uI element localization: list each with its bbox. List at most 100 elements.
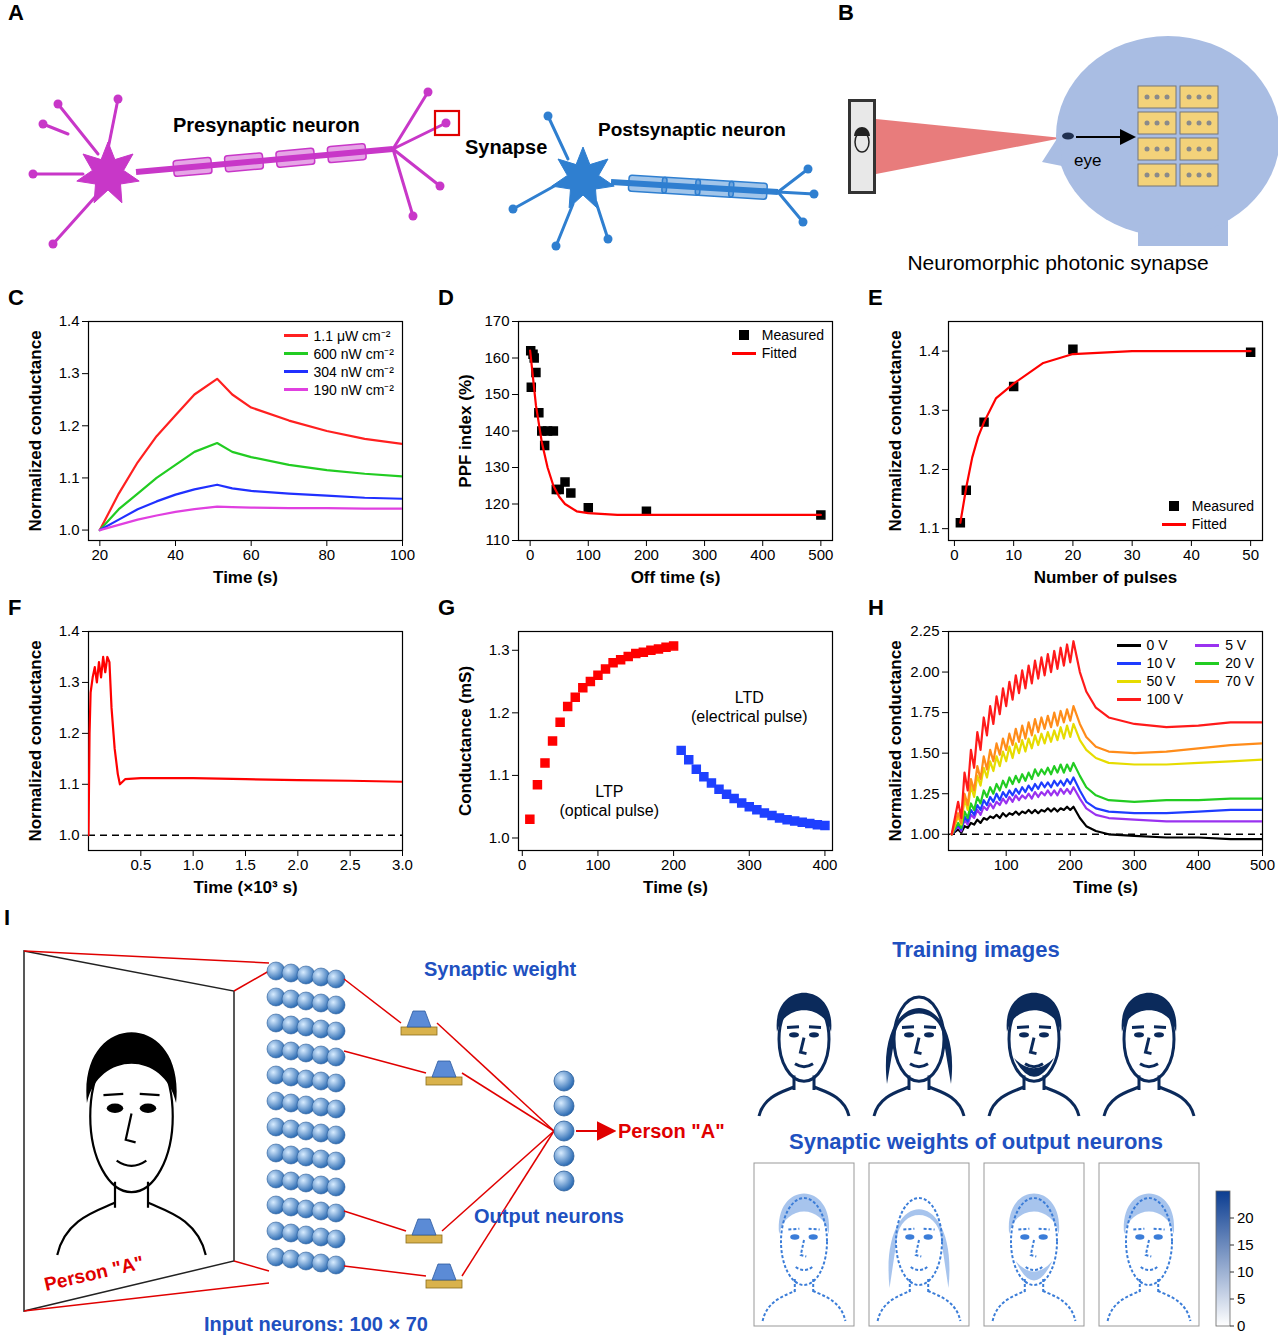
svg-text:Off time (s): Off time (s)	[631, 568, 721, 587]
svg-text:200: 200	[634, 546, 659, 563]
svg-text:80: 80	[318, 546, 335, 563]
svg-text:100: 100	[994, 856, 1019, 873]
svg-text:1.1: 1.1	[59, 469, 80, 486]
svg-text:Person "A": Person "A"	[618, 1120, 725, 1142]
svg-text:160: 160	[484, 349, 509, 366]
svg-text:1.1: 1.1	[59, 775, 80, 792]
svg-text:Time (×10³ s): Time (×10³ s)	[193, 878, 297, 897]
svg-text:1.50: 1.50	[910, 744, 939, 761]
svg-text:1.3: 1.3	[59, 364, 80, 381]
svg-text:1.1: 1.1	[919, 519, 940, 536]
html-text:304 nW cm⁻²: 304 nW cm⁻²	[313, 363, 394, 380]
svg-text:Normalized conductance: Normalized conductance	[26, 640, 45, 841]
svg-text:1.3: 1.3	[489, 641, 510, 658]
svg-text:0: 0	[526, 546, 534, 563]
svg-text:1.0: 1.0	[59, 521, 80, 538]
svg-text:140: 140	[484, 422, 509, 439]
svg-text:40: 40	[167, 546, 184, 563]
svg-text:400: 400	[750, 546, 775, 563]
svg-text:300: 300	[692, 546, 717, 563]
svg-text:Normalized conductance: Normalized conductance	[886, 330, 905, 531]
svg-text:300: 300	[1122, 856, 1147, 873]
svg-text:400: 400	[1186, 856, 1211, 873]
svg-text:1.2: 1.2	[59, 417, 80, 434]
svg-text:20: 20	[92, 546, 109, 563]
svg-text:Presynaptic neuron: Presynaptic neuron	[173, 114, 360, 136]
svg-text:2.0: 2.0	[287, 856, 308, 873]
svg-text:1.4: 1.4	[59, 622, 80, 639]
svg-text:Normalized conductance: Normalized conductance	[886, 640, 905, 841]
svg-text:Person "A": Person "A"	[42, 1252, 146, 1295]
svg-text:20: 20	[1237, 1209, 1254, 1226]
svg-text:Neuromorphic photonic synapse: Neuromorphic photonic synapse	[907, 251, 1208, 274]
svg-text:100: 100	[390, 546, 415, 563]
svg-text:1.0: 1.0	[489, 829, 510, 846]
svg-text:0: 0	[950, 546, 958, 563]
svg-text:20: 20	[1065, 546, 1082, 563]
svg-text:LTD(electrical pulse): LTD(electrical pulse)	[691, 689, 807, 725]
svg-text:200: 200	[1058, 856, 1083, 873]
svg-text:5: 5	[1237, 1290, 1245, 1307]
svg-text:60: 60	[243, 546, 260, 563]
svg-text:110: 110	[486, 531, 510, 548]
svg-text:0: 0	[1237, 1317, 1245, 1334]
svg-text:Synapse: Synapse	[465, 136, 547, 158]
svg-text:PPF index (%): PPF index (%)	[456, 374, 475, 487]
svg-text:1.4: 1.4	[59, 312, 80, 329]
svg-text:40: 40	[1183, 546, 1200, 563]
svg-text:LTP(optical pulse): LTP(optical pulse)	[559, 783, 659, 819]
svg-text:170: 170	[484, 312, 509, 329]
svg-text:2.00: 2.00	[910, 663, 939, 680]
svg-text:Synaptic weight: Synaptic weight	[424, 958, 577, 980]
svg-text:15: 15	[1237, 1236, 1254, 1253]
svg-text:Synaptic weights of output neu: Synaptic weights of output neurons	[789, 1129, 1163, 1154]
html-text:1.1 μW cm⁻²: 1.1 μW cm⁻²	[313, 327, 391, 344]
svg-text:1.1: 1.1	[489, 766, 510, 783]
svg-text:Output neurons: Output neurons	[474, 1205, 624, 1227]
svg-text:1.3: 1.3	[59, 673, 80, 690]
svg-text:400: 400	[812, 856, 837, 873]
svg-text:Time (s): Time (s)	[1073, 878, 1138, 897]
svg-text:2.5: 2.5	[340, 856, 361, 873]
svg-text:Postsynaptic neuron: Postsynaptic neuron	[598, 119, 786, 140]
svg-text:1.2: 1.2	[919, 460, 940, 477]
svg-text:10: 10	[1005, 546, 1022, 563]
svg-text:0.5: 0.5	[130, 856, 151, 873]
svg-text:50: 50	[1242, 546, 1259, 563]
svg-text:1.75: 1.75	[910, 703, 939, 720]
svg-text:200: 200	[661, 856, 686, 873]
svg-text:1.0: 1.0	[59, 826, 80, 843]
svg-text:Time (s): Time (s)	[213, 568, 278, 587]
svg-text:1.3: 1.3	[919, 401, 940, 418]
svg-text:Number of pulses: Number of pulses	[1034, 568, 1178, 587]
html-text:G: G	[438, 595, 456, 620]
svg-text:0: 0	[518, 856, 526, 873]
svg-text:120: 120	[484, 495, 509, 512]
svg-text:Training images: Training images	[892, 937, 1060, 962]
svg-text:eye: eye	[1074, 151, 1101, 170]
svg-text:1.0: 1.0	[183, 856, 204, 873]
svg-text:1.25: 1.25	[910, 785, 939, 802]
svg-text:2.25: 2.25	[910, 622, 939, 639]
svg-text:3.0: 3.0	[392, 856, 413, 873]
svg-text:1.5: 1.5	[235, 856, 256, 873]
svg-text:Normalized conductance: Normalized conductance	[26, 330, 45, 531]
svg-text:10: 10	[1237, 1263, 1254, 1280]
svg-text:1.2: 1.2	[489, 704, 510, 721]
svg-text:300: 300	[737, 856, 762, 873]
svg-text:100: 100	[576, 546, 601, 563]
svg-text:Time (s): Time (s)	[643, 878, 708, 897]
svg-text:Conductance (mS): Conductance (mS)	[456, 666, 475, 816]
svg-text:130: 130	[484, 458, 509, 475]
svg-text:150: 150	[484, 385, 509, 402]
svg-text:Input neurons: 100 × 70: Input neurons: 100 × 70	[204, 1313, 428, 1335]
svg-text:1.4: 1.4	[919, 342, 940, 359]
svg-text:30: 30	[1124, 546, 1141, 563]
svg-text:100: 100	[585, 856, 610, 873]
svg-text:500: 500	[1250, 856, 1275, 873]
html-text:600 nW cm⁻²: 600 nW cm⁻²	[313, 345, 394, 362]
svg-text:1.2: 1.2	[59, 724, 80, 741]
html-text:190 nW cm⁻²: 190 nW cm⁻²	[313, 381, 394, 398]
svg-text:1.00: 1.00	[910, 825, 939, 842]
svg-text:500: 500	[808, 546, 833, 563]
